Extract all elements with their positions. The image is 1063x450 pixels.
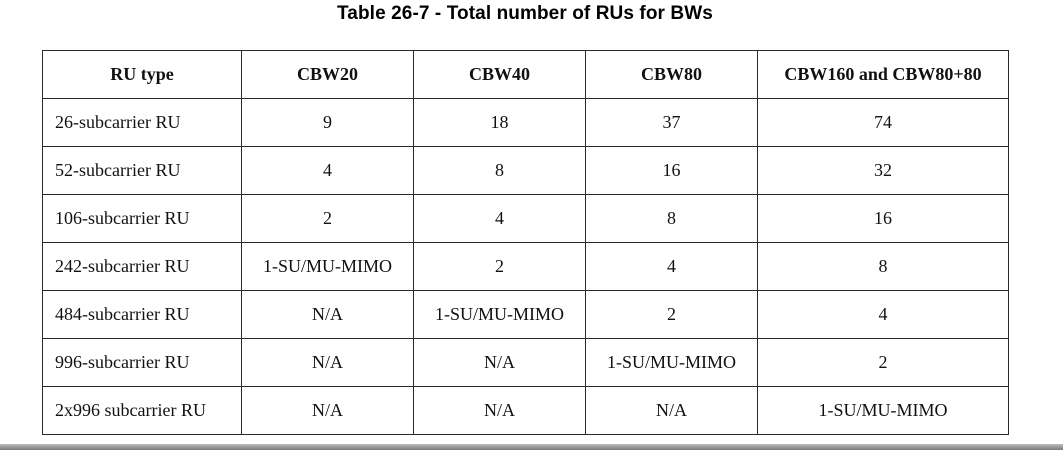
- table-row: 996-subcarrier RU N/A N/A 1-SU/MU-MIMO 2: [42, 338, 1009, 387]
- table-cell: 1-SU/MU-MIMO: [585, 338, 758, 387]
- table-cell: 8: [413, 146, 586, 195]
- table-cell: 8: [757, 242, 1009, 291]
- table-cell: 37: [585, 98, 758, 147]
- table-cell: N/A: [413, 338, 586, 387]
- table-cell: 16: [585, 146, 758, 195]
- table-cell: 9: [241, 98, 414, 147]
- table-cell: N/A: [241, 386, 414, 435]
- table-cell: 2: [413, 242, 586, 291]
- table-cell: 32: [757, 146, 1009, 195]
- ru-count-table: RU type CBW20 CBW40 CBW80 CBW160 and CBW…: [42, 50, 1009, 435]
- row-label: 2x996 subcarrier RU: [42, 386, 242, 435]
- table-cell: 4: [241, 146, 414, 195]
- header-cbw40: CBW40: [413, 50, 586, 99]
- table-cell: 16: [757, 194, 1009, 243]
- table-header-row: RU type CBW20 CBW40 CBW80 CBW160 and CBW…: [42, 50, 1009, 99]
- table-caption: Table 26-7 - Total number of RUs for BWs: [337, 3, 713, 24]
- table-row: 242-subcarrier RU 1-SU/MU-MIMO 2 4 8: [42, 242, 1009, 291]
- row-label: 242-subcarrier RU: [42, 242, 242, 291]
- table-cell: 2: [757, 338, 1009, 387]
- table-cell: N/A: [413, 386, 586, 435]
- row-label: 26-subcarrier RU: [42, 98, 242, 147]
- table-cell: N/A: [585, 386, 758, 435]
- row-label: 106-subcarrier RU: [42, 194, 242, 243]
- table-row: 26-subcarrier RU 9 18 37 74: [42, 98, 1009, 147]
- table-cell: 4: [413, 194, 586, 243]
- table-cell: 1-SU/MU-MIMO: [413, 290, 586, 339]
- table-cell: N/A: [241, 338, 414, 387]
- header-cbw20: CBW20: [241, 50, 414, 99]
- table-cell: N/A: [241, 290, 414, 339]
- row-label: 52-subcarrier RU: [42, 146, 242, 195]
- table-cell: 4: [757, 290, 1009, 339]
- table-row: 484-subcarrier RU N/A 1-SU/MU-MIMO 2 4: [42, 290, 1009, 339]
- header-cbw80: CBW80: [585, 50, 758, 99]
- table-cell: 1-SU/MU-MIMO: [757, 386, 1009, 435]
- table-cell: 2: [585, 290, 758, 339]
- table-row: 2x996 subcarrier RU N/A N/A N/A 1-SU/MU-…: [42, 386, 1009, 435]
- table-cell: 4: [585, 242, 758, 291]
- row-label: 996-subcarrier RU: [42, 338, 242, 387]
- table-cell: 18: [413, 98, 586, 147]
- header-ru-type: RU type: [42, 50, 242, 99]
- table-cell: 74: [757, 98, 1009, 147]
- table-cell: 2: [241, 194, 414, 243]
- row-label: 484-subcarrier RU: [42, 290, 242, 339]
- table-row: 52-subcarrier RU 4 8 16 32: [42, 146, 1009, 195]
- table-row: 106-subcarrier RU 2 4 8 16: [42, 194, 1009, 243]
- page-bottom-divider: [0, 444, 1063, 450]
- header-cbw160: CBW160 and CBW80+80: [757, 50, 1009, 99]
- table-cell: 8: [585, 194, 758, 243]
- table-cell: 1-SU/MU-MIMO: [241, 242, 414, 291]
